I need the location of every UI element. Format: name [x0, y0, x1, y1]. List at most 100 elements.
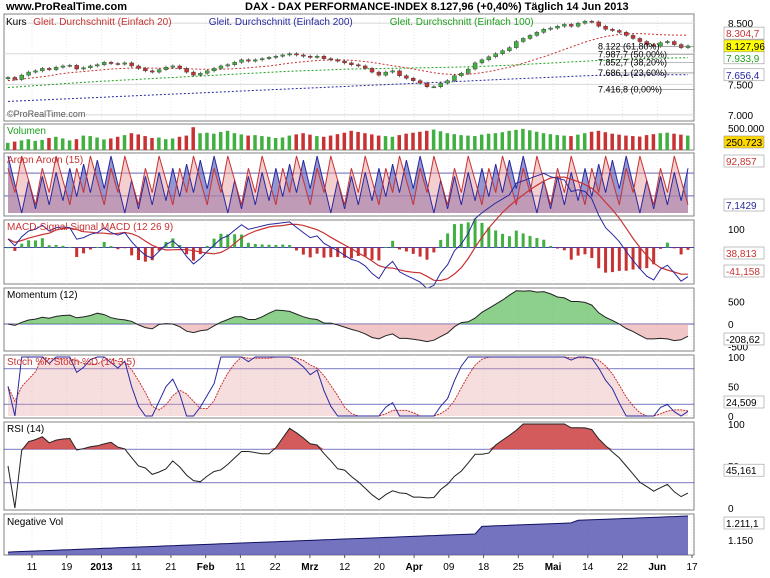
macd-histogram-bar	[322, 247, 326, 258]
candle-body	[81, 67, 86, 70]
volume-bar	[479, 134, 484, 150]
volume-bar	[328, 135, 333, 150]
macd-histogram-bar	[583, 247, 587, 255]
volume-bar	[610, 133, 614, 150]
candle-body	[108, 62, 114, 64]
candle-body	[431, 86, 437, 88]
volume-bar	[143, 136, 147, 150]
candle-body	[376, 71, 382, 76]
candle-body	[459, 73, 464, 76]
macd-histogram-bar	[308, 247, 312, 258]
negvol-line	[7, 515, 689, 553]
macd-signal-value-box	[723, 246, 765, 260]
candle-body	[232, 62, 237, 65]
candle-body	[26, 71, 31, 76]
candle-body	[259, 58, 265, 61]
macd-histogram-bar	[82, 247, 86, 254]
volume-bar	[184, 135, 189, 150]
volume-bar	[514, 129, 518, 150]
volume-bar	[246, 135, 250, 150]
candle-body	[362, 65, 368, 69]
candle-body	[617, 30, 622, 33]
candle-body	[493, 53, 498, 58]
candle-body	[198, 73, 203, 76]
volume-bar	[177, 136, 182, 150]
macd-histogram-bar	[384, 247, 388, 249]
volume-bar	[418, 131, 422, 150]
macd-histogram-bar	[54, 244, 58, 248]
macd-histogram-bar	[253, 244, 257, 248]
candle-body	[122, 62, 127, 65]
volume-bar	[150, 138, 154, 150]
volume-bar	[136, 134, 141, 150]
volume-bar	[19, 140, 24, 150]
volume-bar	[644, 135, 649, 150]
macd-histogram-bar	[480, 222, 484, 248]
volume-bar	[212, 133, 216, 150]
macd-histogram-bar	[123, 247, 127, 249]
x-axis-label: Apr	[405, 562, 422, 573]
fib-level-label: 7.686,1 (23,60%)	[598, 68, 667, 78]
volume-bar	[6, 142, 10, 150]
site-link[interactable]: www.ProRealTime.com	[6, 1, 128, 13]
macd-histogram-bar	[88, 247, 92, 250]
x-axis-label: 11	[235, 562, 246, 573]
rsi-tick-label: 0	[728, 504, 734, 515]
macd-histogram-bar	[659, 247, 663, 249]
macd-histogram-bar	[665, 242, 669, 248]
macd-histogram-bar	[446, 233, 450, 248]
candle-body	[356, 64, 361, 67]
volume-bar	[452, 134, 456, 150]
volume-bar	[411, 132, 415, 150]
candle-body	[672, 41, 677, 45]
macd-histogram-bar	[590, 247, 594, 258]
macd-histogram-bar	[404, 247, 408, 252]
x-axis-label: 19	[61, 562, 73, 573]
rsi-value-box-box	[723, 463, 765, 477]
volume-bar	[500, 132, 505, 150]
macd-histogram-bar	[130, 247, 134, 256]
index-title: DAX - DAX PERFORMANCE-INDEX 8.127,96 (+0…	[245, 1, 629, 13]
candle-body	[253, 59, 258, 62]
macd-histogram-bar	[576, 247, 580, 256]
momentum-title: Momentum (12)	[7, 290, 78, 301]
macd-histogram-bar	[143, 247, 147, 262]
volume-bar	[280, 137, 285, 150]
candle-body	[411, 77, 416, 81]
candle-body	[527, 35, 533, 39]
candle-body	[308, 55, 313, 58]
macd-histogram-bar	[116, 247, 120, 250]
macd-histogram-bar	[452, 224, 456, 248]
candle-body	[314, 55, 320, 58]
candle-body	[218, 65, 224, 69]
volume-bar	[363, 133, 367, 150]
momentum-tick-label: 500	[728, 298, 745, 309]
price-tick-label: 7.500	[728, 80, 753, 91]
volume-bar	[596, 130, 601, 150]
stoch-d-line	[7, 356, 689, 417]
candle-body	[569, 24, 574, 27]
candle-body	[136, 65, 141, 69]
volume-bar	[651, 134, 656, 150]
macd-histogram-bar	[439, 239, 443, 248]
volume-tick-label: 500.000	[728, 124, 765, 135]
price-legend-entry: Gleit. Durchschnitt (Einfach 20)	[33, 17, 171, 28]
candle-body	[507, 47, 512, 51]
macd-histogram-bar	[274, 245, 278, 248]
volume-bar	[40, 139, 44, 150]
volume-bar	[74, 139, 79, 150]
macd-histogram-bar	[686, 247, 690, 250]
volume-bar	[198, 133, 202, 150]
macd-histogram-bar	[315, 247, 319, 254]
macd-histogram-bar	[171, 238, 175, 248]
price-legend-entry: Gleit. Durchschnitt (Einfach 100)	[390, 17, 534, 28]
volume-bar	[658, 133, 663, 150]
macd-histogram-bar	[75, 247, 79, 258]
macd-histogram-bar	[645, 247, 649, 269]
price-value-box-box	[723, 26, 765, 40]
x-axis-label: 09	[443, 562, 455, 573]
candle-body	[273, 55, 279, 58]
macd-histogram-bar	[391, 240, 395, 248]
candle-body	[466, 68, 471, 74]
